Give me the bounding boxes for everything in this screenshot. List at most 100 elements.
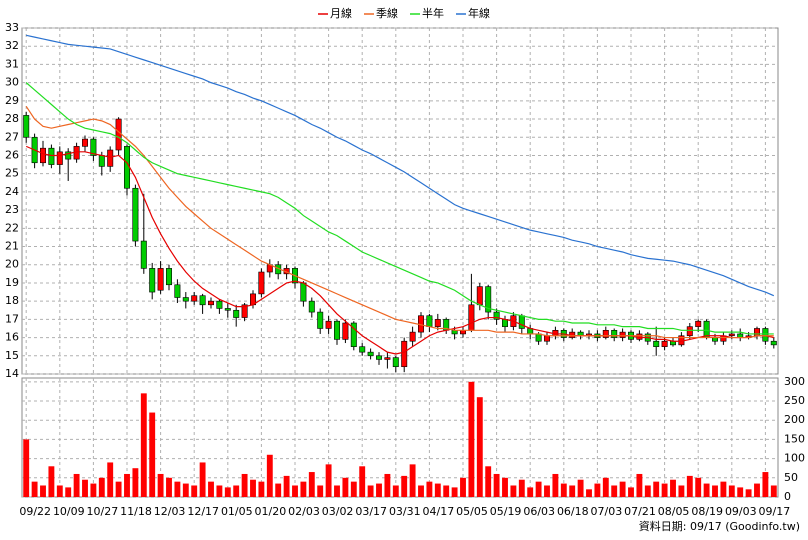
candle-body bbox=[611, 329, 618, 338]
y-tick-label: 250 bbox=[784, 394, 805, 407]
volume-bar bbox=[611, 485, 618, 497]
volume-bar bbox=[502, 477, 508, 497]
y-tick-label: 31 bbox=[5, 57, 19, 70]
volume-bar bbox=[653, 481, 660, 497]
moving-average-line bbox=[25, 145, 774, 355]
x-tick-label: 07/21 bbox=[624, 505, 656, 518]
y-tick-label: 17 bbox=[5, 312, 19, 325]
candle-body bbox=[544, 335, 550, 342]
moving-average-line bbox=[26, 34, 775, 297]
x-tick-label: 08/05 bbox=[658, 505, 690, 518]
candle-body bbox=[359, 346, 366, 353]
x-tick-label: 10/09 bbox=[53, 505, 85, 518]
candle-body bbox=[602, 329, 609, 338]
legend-label: 月線 bbox=[330, 6, 352, 20]
volume-bar bbox=[392, 485, 399, 497]
volume-bar bbox=[334, 485, 340, 497]
candle-body bbox=[392, 357, 399, 368]
candle-body bbox=[619, 331, 626, 338]
volume-bar bbox=[325, 464, 332, 497]
y-tick-label: 29 bbox=[5, 94, 19, 107]
x-tick-label: 05/05 bbox=[456, 505, 488, 518]
volume-bar bbox=[40, 485, 46, 497]
volume-bar bbox=[493, 473, 500, 497]
candle-body bbox=[468, 304, 475, 331]
candle-body bbox=[174, 284, 181, 298]
y-tick-label: 100 bbox=[784, 452, 805, 465]
volume-bar bbox=[124, 473, 130, 497]
volume-bar bbox=[485, 466, 492, 497]
y-tick-label: 200 bbox=[784, 413, 805, 426]
candle-body bbox=[132, 187, 139, 242]
volume-bar bbox=[712, 485, 718, 497]
volume-bar bbox=[569, 485, 576, 497]
moving-average-line bbox=[25, 82, 774, 335]
volume-bar bbox=[224, 487, 231, 497]
volume-bar bbox=[460, 477, 466, 497]
x-tick-label: 03/31 bbox=[389, 505, 421, 518]
x-tick-label: 12/17 bbox=[187, 505, 219, 518]
candle-body bbox=[300, 282, 307, 302]
volume-bar bbox=[157, 473, 164, 497]
volume-bar bbox=[115, 481, 122, 497]
volume-bar bbox=[527, 487, 534, 497]
candle-body bbox=[65, 151, 72, 160]
candle-body bbox=[434, 319, 441, 327]
candle-body bbox=[208, 300, 214, 306]
volume-bar bbox=[443, 485, 450, 497]
volume-bar bbox=[434, 483, 441, 497]
volume-bar bbox=[266, 454, 273, 497]
x-tick-label: 06/03 bbox=[523, 505, 555, 518]
volume-bar bbox=[233, 485, 240, 497]
y-tick-label: 26 bbox=[5, 148, 19, 161]
volume-bar bbox=[401, 475, 408, 497]
candle-body bbox=[502, 319, 508, 327]
y-tick-label: 30 bbox=[5, 76, 19, 89]
y-tick-label: 25 bbox=[5, 167, 19, 180]
candle-body bbox=[476, 286, 483, 306]
candle-body bbox=[258, 271, 265, 295]
candle-body bbox=[224, 308, 231, 311]
volume-bar bbox=[107, 462, 114, 497]
volume-bar bbox=[56, 485, 63, 497]
candle-body bbox=[485, 286, 492, 313]
volume-bar bbox=[367, 485, 374, 497]
candle-body bbox=[728, 333, 735, 337]
candle-body bbox=[535, 333, 542, 342]
x-tick-label: 06/18 bbox=[557, 505, 589, 518]
volume-bar bbox=[342, 477, 349, 497]
candle-body bbox=[233, 309, 240, 318]
volume-bar bbox=[90, 483, 97, 497]
candle-body bbox=[384, 357, 391, 360]
y-tick-label: 24 bbox=[5, 185, 19, 198]
volume-bar bbox=[149, 412, 156, 497]
x-tick-label: 09/22 bbox=[19, 505, 51, 518]
volume-bar bbox=[754, 483, 760, 497]
candle-body bbox=[308, 300, 315, 313]
candle-body bbox=[40, 147, 46, 164]
candle-body bbox=[653, 340, 660, 347]
volume-bar bbox=[762, 472, 769, 497]
candle-body bbox=[317, 311, 324, 329]
volume-bar bbox=[670, 479, 676, 497]
candle-body bbox=[409, 331, 416, 342]
volume-bar bbox=[376, 483, 382, 497]
volume-bar bbox=[65, 487, 72, 497]
volume-frame bbox=[21, 377, 779, 498]
volume-bar bbox=[602, 477, 609, 497]
candle-body bbox=[115, 118, 122, 151]
volume-bar bbox=[82, 479, 88, 497]
candle-body bbox=[350, 322, 357, 347]
volume-bar bbox=[308, 472, 315, 497]
y-tick-label: 18 bbox=[5, 294, 19, 307]
volume-bar bbox=[241, 473, 248, 497]
volume-bar bbox=[258, 481, 265, 497]
footer: 資料日期: 09/17 (Goodinfo.tw) bbox=[639, 519, 800, 533]
volume-bar bbox=[250, 479, 256, 497]
volume-bar bbox=[73, 473, 80, 497]
candle-body bbox=[107, 149, 114, 167]
volume-bar bbox=[199, 462, 206, 497]
volume-bar bbox=[636, 473, 643, 497]
price-frame bbox=[21, 27, 779, 375]
y-tick-label: 21 bbox=[5, 240, 19, 253]
